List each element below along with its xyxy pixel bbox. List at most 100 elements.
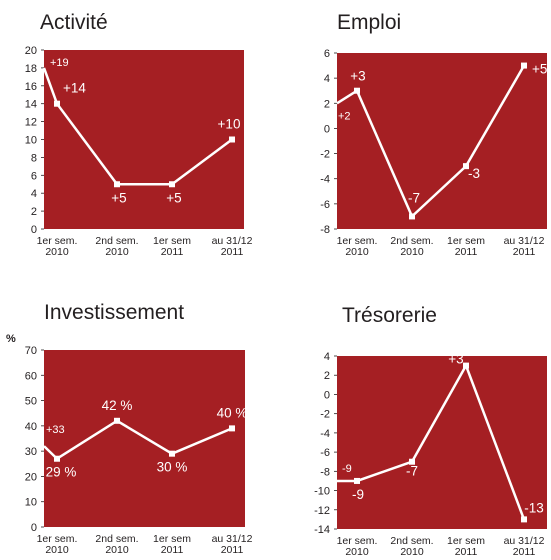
y-tick-label: -8 — [320, 466, 330, 478]
y-tick-label: 2 — [31, 206, 37, 218]
x-category-label: 1er sem. 2010 — [37, 235, 78, 258]
data-point-marker — [354, 87, 360, 94]
data-point-marker — [169, 181, 175, 188]
data-label: 42 % — [102, 398, 133, 413]
y-tick-label: -6 — [320, 447, 330, 459]
y-tick-label: 0 — [31, 522, 37, 534]
y-tick-label: 6 — [324, 48, 330, 60]
y-tick-label: 70 — [25, 345, 37, 357]
x-category-line-1: 1er sem — [153, 235, 191, 247]
data-point-marker — [463, 362, 469, 369]
plot-area — [337, 53, 547, 229]
data-label: +3 — [448, 352, 463, 367]
y-tick-label: -12 — [314, 505, 330, 517]
x-category-line-2: 2010 — [105, 246, 129, 258]
data-point-marker — [54, 100, 60, 107]
y-tick-label: 10 — [25, 497, 37, 509]
x-category-line-1: au 31/12 — [504, 535, 545, 547]
x-category-line-2: 2010 — [400, 546, 424, 558]
start-value-label: +2 — [338, 110, 351, 122]
y-tick-label: 4 — [324, 351, 330, 363]
y-tick-label: 30 — [25, 446, 37, 458]
x-category-line-1: 1er sem. — [37, 533, 78, 545]
x-category-line-2: 2010 — [45, 246, 69, 258]
x-category-line-2: 2011 — [513, 546, 536, 558]
y-tick-label: 10 — [25, 135, 37, 147]
chart-title: Activité — [40, 11, 108, 34]
x-category-label: 1er sem 2011 — [153, 235, 191, 258]
data-label: 29 % — [46, 465, 77, 480]
y-tick-label: 4 — [324, 73, 330, 85]
start-value-label: +19 — [50, 57, 69, 69]
y-tick-label: -10 — [314, 486, 330, 498]
x-category-label: au 31/12 2011 — [504, 535, 545, 558]
x-category-line-1: 1er sem — [447, 235, 485, 247]
x-category-line-2: 2010 — [105, 544, 129, 556]
y-unit-label: % — [6, 333, 16, 345]
x-category-line-2: 2010 — [45, 544, 69, 556]
x-category-line-2: 2011 — [455, 246, 478, 258]
y-tick-label: 60 — [25, 370, 37, 382]
x-category-line-2: 2011 — [221, 246, 244, 258]
x-category-line-1: 2nd sem. — [390, 535, 433, 547]
x-category-line-1: au 31/12 — [212, 533, 253, 545]
y-tick-label: 2 — [324, 98, 330, 110]
x-category-label: 2nd sem. 2010 — [95, 235, 138, 258]
x-category-line-2: 2011 — [161, 246, 184, 258]
data-label: +5 — [111, 190, 126, 205]
x-category-line-1: 1er sem. — [337, 235, 378, 247]
data-point-marker — [114, 181, 120, 188]
data-label: -3 — [468, 166, 480, 181]
plot-area — [44, 50, 244, 229]
y-tick-label: -14 — [314, 524, 330, 536]
x-category-label: 2nd sem. 2010 — [390, 535, 433, 558]
x-category-line-1: 1er sem. — [37, 235, 78, 247]
y-tick-label: 20 — [25, 45, 37, 57]
data-label: -9 — [352, 487, 364, 502]
x-category-line-1: 1er sem — [447, 535, 485, 547]
y-tick-label: -4 — [320, 428, 330, 440]
data-point-marker — [409, 458, 415, 465]
data-point-marker — [521, 62, 527, 69]
start-value-label: +33 — [46, 424, 65, 436]
x-category-line-2: 2010 — [345, 246, 369, 258]
x-category-line-1: 1er sem — [153, 533, 191, 545]
x-category-line-1: 2nd sem. — [390, 235, 433, 247]
y-tick-label: -6 — [320, 199, 330, 211]
x-category-line-1: 2nd sem. — [95, 235, 138, 247]
data-label: +5 — [166, 190, 181, 205]
data-point-marker — [54, 455, 60, 462]
data-label: 30 % — [157, 460, 188, 475]
y-tick-label: 12 — [25, 117, 37, 129]
chart-title: Trésorerie — [342, 304, 437, 327]
x-category-label: 2nd sem. 2010 — [95, 533, 138, 556]
x-category-line-1: au 31/12 — [212, 235, 253, 247]
x-category-line-2: 2011 — [513, 246, 536, 258]
x-category-label: au 31/12 2011 — [212, 235, 253, 258]
data-label: -13 — [524, 500, 544, 515]
y-tick-label: 8 — [31, 152, 37, 164]
x-category-line-2: 2010 — [345, 546, 369, 558]
x-category-label: 2nd sem. 2010 — [390, 235, 433, 258]
x-category-label: au 31/12 2011 — [504, 235, 545, 258]
y-tick-label: 0 — [31, 224, 37, 236]
data-point-marker — [114, 417, 120, 424]
y-tick-label: 4 — [31, 188, 37, 200]
x-category-label: au 31/12 2011 — [212, 533, 253, 556]
x-category-label: 1er sem 2011 — [153, 533, 191, 556]
data-label: +5 — [532, 62, 547, 77]
data-point-marker — [409, 213, 415, 220]
data-point-marker — [354, 477, 360, 484]
plot-area — [337, 356, 547, 529]
x-category-label: 1er sem. 2010 — [37, 533, 78, 556]
data-label: +10 — [218, 117, 241, 132]
chart-title: Emploi — [337, 11, 401, 34]
data-point-marker — [169, 450, 175, 457]
data-point-marker — [229, 136, 235, 143]
data-label: -7 — [408, 190, 420, 205]
x-category-line-2: 2011 — [455, 546, 478, 558]
